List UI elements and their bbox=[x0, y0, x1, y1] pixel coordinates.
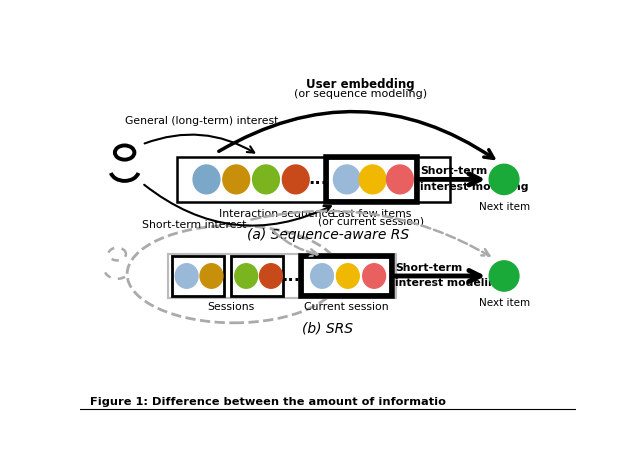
Ellipse shape bbox=[235, 264, 257, 288]
Text: (or current session): (or current session) bbox=[318, 217, 424, 227]
Bar bbox=[177, 157, 449, 202]
Text: ...: ... bbox=[308, 170, 328, 189]
Ellipse shape bbox=[175, 264, 198, 288]
Text: Short-term: Short-term bbox=[420, 167, 487, 176]
Ellipse shape bbox=[260, 264, 282, 288]
Ellipse shape bbox=[363, 264, 385, 288]
Ellipse shape bbox=[387, 165, 413, 194]
Text: (b) SRS: (b) SRS bbox=[303, 321, 353, 335]
Text: interest modeling: interest modeling bbox=[395, 278, 504, 288]
Text: (or sequence modeling): (or sequence modeling) bbox=[294, 89, 427, 99]
Text: Short-term interest: Short-term interest bbox=[142, 220, 246, 230]
Text: (a) Sequence-aware RS: (a) Sequence-aware RS bbox=[247, 227, 409, 241]
Ellipse shape bbox=[253, 165, 280, 194]
Text: Figure 1: Difference between the amount of informatio: Figure 1: Difference between the amount … bbox=[90, 397, 446, 407]
Bar bbox=[326, 157, 417, 202]
Text: Current session: Current session bbox=[304, 302, 389, 312]
Ellipse shape bbox=[310, 264, 333, 288]
Text: Next item: Next item bbox=[479, 202, 530, 212]
Bar bbox=[168, 255, 396, 298]
Text: ...: ... bbox=[281, 267, 300, 285]
Bar bbox=[303, 258, 390, 294]
Text: Sessions: Sessions bbox=[207, 302, 255, 312]
Ellipse shape bbox=[489, 261, 519, 291]
Bar bbox=[301, 256, 392, 296]
Bar bbox=[231, 256, 284, 296]
Ellipse shape bbox=[200, 264, 223, 288]
Ellipse shape bbox=[337, 264, 359, 288]
Text: Interaction sequence: Interaction sequence bbox=[219, 209, 334, 219]
Ellipse shape bbox=[489, 164, 519, 195]
Text: Last few items: Last few items bbox=[332, 209, 411, 219]
Ellipse shape bbox=[282, 165, 309, 194]
Ellipse shape bbox=[359, 165, 386, 194]
Ellipse shape bbox=[223, 165, 250, 194]
Ellipse shape bbox=[193, 165, 220, 194]
Bar bbox=[328, 159, 415, 200]
Text: User embedding: User embedding bbox=[306, 79, 415, 91]
Bar bbox=[172, 256, 224, 296]
Text: Short-term: Short-term bbox=[395, 263, 462, 273]
Text: General (long-term) interest: General (long-term) interest bbox=[125, 117, 278, 126]
Ellipse shape bbox=[333, 165, 360, 194]
Bar bbox=[168, 255, 396, 298]
Text: Next item: Next item bbox=[479, 298, 530, 307]
Text: interest modeling: interest modeling bbox=[420, 182, 528, 191]
